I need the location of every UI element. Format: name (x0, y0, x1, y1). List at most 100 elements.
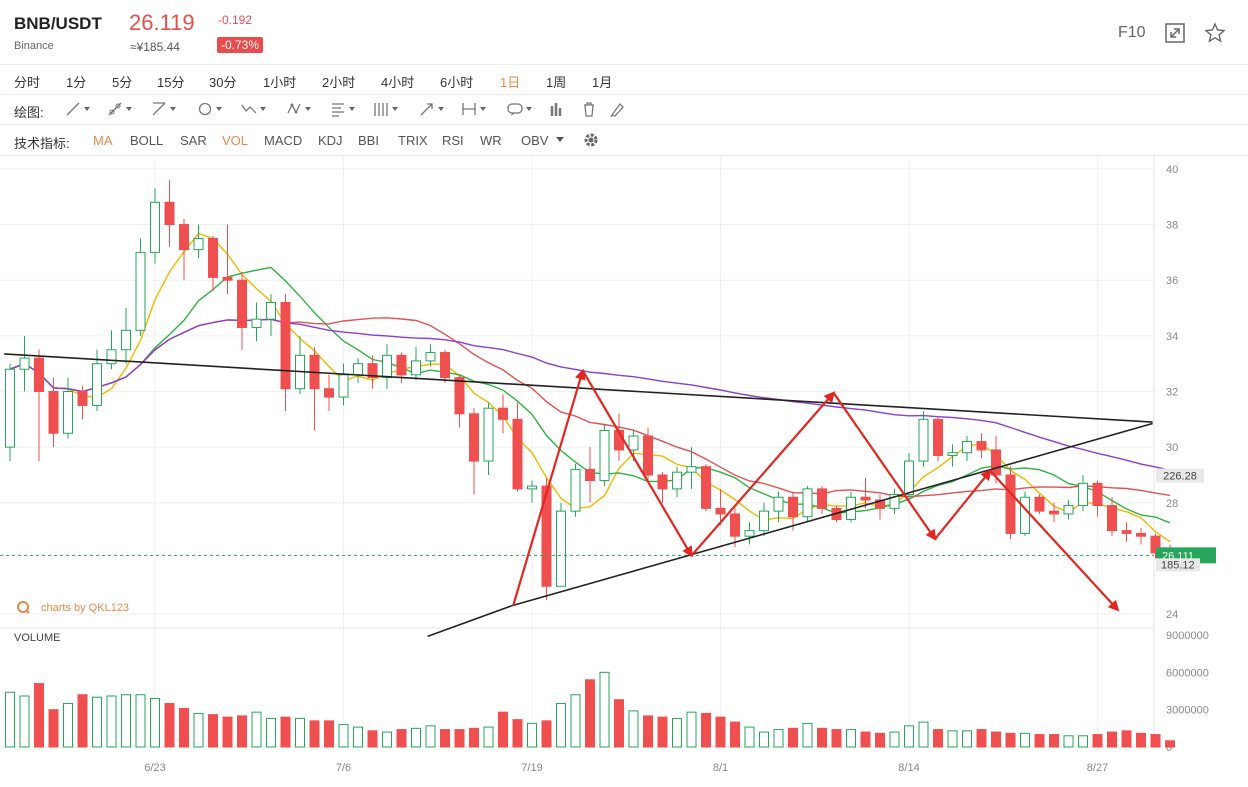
indicator-kdj[interactable]: KDJ (318, 133, 343, 148)
candle-body (5, 368, 15, 448)
tab-timeframe-6[interactable]: 2小时 (322, 75, 356, 90)
comment-tool-icon[interactable] (506, 100, 532, 118)
exchange-name: Binance (14, 40, 54, 52)
volume-bar (962, 730, 972, 748)
candle-body (48, 391, 59, 434)
date-tick-label: 7/19 (521, 762, 542, 774)
indicator-vol[interactable]: VOL (222, 133, 249, 148)
indicator-macd[interactable]: MACD (264, 133, 303, 148)
volume-tick-label: 3000000 (1166, 705, 1209, 717)
pattern-tool-icon[interactable] (285, 100, 311, 118)
volume-bar (1020, 732, 1030, 748)
drawing-label: 绘图: (14, 105, 44, 120)
last-price: 26.119 (129, 10, 195, 35)
ray-tool-icon[interactable] (106, 100, 132, 118)
volume-bar (773, 729, 784, 748)
red-wave-arrow (989, 470, 1120, 612)
candle-body (976, 441, 987, 451)
candle-body (527, 485, 537, 490)
drawing-toolbar: 绘图: (0, 95, 1248, 125)
volume-bar (672, 717, 682, 748)
candle-body (875, 499, 885, 509)
volume-bar (991, 731, 1001, 748)
f10-button[interactable]: F10 (1118, 24, 1146, 41)
volume-bar (164, 702, 175, 748)
volume-bar (599, 671, 610, 748)
tab-timeframe-8[interactable]: 6小时 (440, 75, 474, 90)
candle-body (367, 363, 378, 379)
fib-tool-icon[interactable] (329, 100, 355, 118)
tab-timeframe-5[interactable]: 1小时 (263, 75, 297, 90)
obv-dropdown-caret[interactable] (556, 137, 564, 142)
indicator-rsi[interactable]: RSI (442, 133, 464, 148)
gann-tool-icon[interactable] (372, 100, 398, 118)
tab-timeframe-3[interactable]: 15分 (157, 75, 185, 90)
circle-tool-icon[interactable] (196, 100, 222, 118)
volume-bar (1063, 735, 1074, 748)
candle-body (556, 510, 566, 587)
red-wave-arrow (581, 370, 693, 558)
indicator-wr[interactable]: WR (480, 133, 502, 148)
volume-bar (19, 695, 30, 748)
bars-tool-icon[interactable] (548, 100, 574, 118)
indicator-bbi[interactable]: BBI (358, 133, 379, 148)
volume-bar (222, 716, 233, 748)
candle-body (324, 388, 334, 398)
candle-body (585, 468, 595, 482)
star-icon[interactable] (1204, 22, 1226, 44)
tab-timeframe-1[interactable]: 1分 (66, 75, 87, 90)
candle-body (541, 485, 552, 587)
candle-body (440, 352, 450, 379)
tab-timeframe-7[interactable]: 4小时 (381, 75, 415, 90)
eraser-icon[interactable] (608, 100, 634, 118)
current-cny-marker-bg (1156, 558, 1200, 572)
volume-bar (556, 702, 566, 748)
indicator-sar[interactable]: SAR (180, 133, 207, 148)
tab-timeframe-9[interactable]: 1日 (500, 75, 521, 90)
price-tick-label: 30 (1166, 442, 1178, 454)
volume-bar (686, 711, 697, 748)
price-cny: ≈¥185.44 (130, 40, 180, 54)
measure-tool-icon[interactable] (460, 100, 486, 118)
indicator-ma[interactable]: MA (93, 133, 113, 148)
candle-body (164, 201, 175, 226)
candle-body (396, 354, 407, 376)
candle-body (266, 301, 276, 320)
candle-body (860, 496, 871, 501)
tab-timeframe-0[interactable]: 分时 (14, 75, 41, 90)
channel-tool-icon[interactable] (150, 100, 176, 118)
indicator-obv[interactable]: OBV (521, 133, 549, 148)
volume-bar (904, 725, 914, 748)
tab-timeframe-2[interactable]: 5分 (112, 75, 133, 90)
candle-body (1136, 532, 1146, 537)
candle-body (193, 237, 204, 251)
tab-timeframe-4[interactable]: 30分 (209, 75, 237, 90)
current-cny-marker: 185.12 (1161, 559, 1195, 571)
candle-body (889, 493, 900, 509)
trash-icon[interactable] (580, 100, 606, 118)
volume-bar (48, 709, 59, 748)
red-wave-arrow (690, 391, 836, 557)
candle-body (802, 488, 813, 518)
line-tool-icon[interactable] (64, 100, 90, 118)
volume-bar (744, 726, 755, 748)
arrow-tool-icon[interactable] (418, 100, 444, 118)
wave-tool-icon[interactable] (240, 100, 266, 118)
gear-icon[interactable] (582, 131, 600, 149)
high-marker-bg (1156, 468, 1204, 483)
fullscreen-icon[interactable] (1164, 22, 1186, 44)
candle-body (1078, 482, 1088, 507)
candle-body (991, 449, 1001, 476)
volume-bar (251, 711, 262, 748)
tab-timeframe-11[interactable]: 1月 (592, 75, 613, 90)
volume-bar (353, 726, 363, 748)
tab-timeframe-10[interactable]: 1周 (546, 75, 567, 90)
volume-bar (280, 716, 291, 748)
candle-body (947, 452, 958, 456)
indicator-trix[interactable]: TRIX (398, 133, 428, 148)
indicator-boll[interactable]: BOLL (130, 133, 164, 148)
volume-bar (1107, 731, 1117, 748)
price-chart[interactable]: 40 38 36 34 32 30 28 24 VOLUME 9000000 6000000 3000… (0, 155, 1248, 787)
candle-body (1049, 510, 1059, 515)
candle-body (121, 329, 131, 351)
